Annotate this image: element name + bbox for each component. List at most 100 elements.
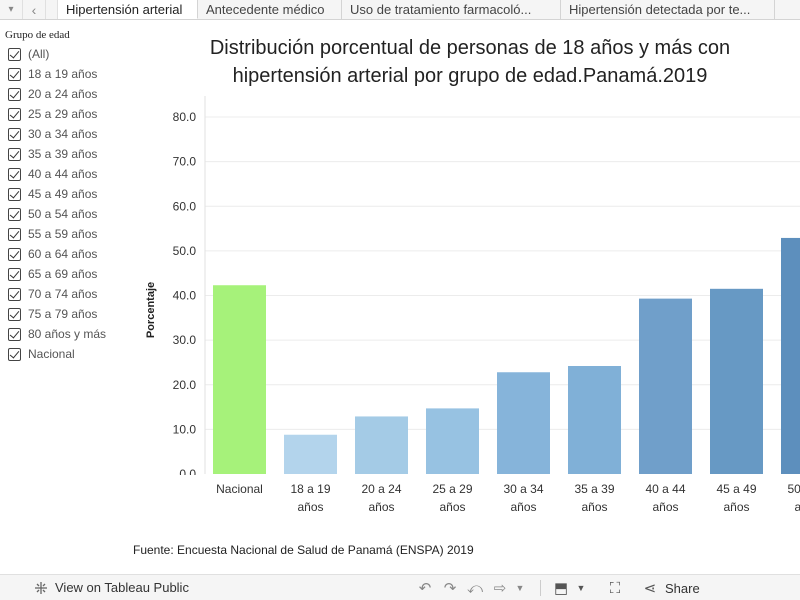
y-tick-label: 50.0 [173,244,197,258]
filter-option[interactable]: 80 años y más [0,324,130,344]
view-on-tableau-label: View on Tableau Public [55,580,189,595]
filter-option-label: 55 a 59 años [28,227,98,241]
filter-list: (All) 18 a 19 años 20 a 24 años 25 a 29 año… [0,44,130,364]
y-tick-label: 80.0 [173,110,197,124]
filter-option[interactable]: 70 a 74 años [0,284,130,304]
tab-antecedente-medico[interactable]: Antecedente médico [198,0,342,19]
checkbox-checked-icon[interactable] [8,47,21,61]
checkbox-checked-icon[interactable] [8,227,21,241]
tab-hipertension-detectada[interactable]: Hipertensión detectada por te... [561,0,775,19]
filter-option[interactable]: 18 a 19 años [0,64,130,84]
filter-option-label: (All) [28,47,50,61]
download-icon[interactable]: ⬒ [553,580,569,597]
checkbox-checked-icon[interactable] [8,307,21,321]
redo-icon[interactable]: ↷ [443,580,457,597]
checkbox-checked-icon[interactable] [8,347,21,361]
checkbox-checked-icon[interactable] [8,107,21,121]
filter-option-label: 75 a 79 años [28,307,98,321]
x-tick-label: años [581,500,607,514]
filter-option[interactable]: 50 a 54 años [0,204,130,224]
bar [568,366,621,474]
y-tick-label: 70.0 [173,155,197,169]
bar [710,288,763,474]
filter-option[interactable]: 40 a 44 años [0,164,130,184]
toolbar-separator [540,580,541,596]
tab-menu-icon[interactable]: ▾ [0,0,23,19]
checkbox-checked-icon[interactable] [8,327,21,341]
share-button[interactable]: ⋖ Share [640,578,700,598]
filter-option-label: 50 a 54 años [28,207,98,221]
bar-chart: 80.070.060.050.040.030.020.010.00.0Nacio… [160,96,800,514]
filter-option-label: Nacional [28,347,75,361]
y-tick-label: 30.0 [173,333,197,347]
checkbox-checked-icon[interactable] [8,127,21,141]
x-tick-label: 18 a 19 [290,482,330,496]
checkbox-checked-icon[interactable] [8,287,21,301]
x-tick-label: 45 a 49 [716,482,756,496]
x-tick-label: años [723,500,749,514]
x-tick-label: 50 a 54 [787,482,800,496]
filter-option-label: 45 a 49 años [28,187,98,201]
filter-option[interactable]: 25 a 29 años [0,104,130,124]
age-group-filter: Grupo de edad (All) 18 a 19 años 20 a 24 a… [0,26,130,364]
bar [213,285,266,474]
filter-option[interactable]: 35 a 39 años [0,144,130,164]
filter-option[interactable]: 60 a 64 años [0,244,130,264]
checkbox-checked-icon[interactable] [8,247,21,261]
tab-hipertension-arterial[interactable]: Hipertensión arterial [58,0,198,19]
checkbox-checked-icon[interactable] [8,67,21,81]
x-tick-label: años [794,500,800,514]
filter-title: Grupo de edad [5,29,70,41]
filter-option-label: 18 a 19 años [28,67,98,81]
bar [355,416,408,474]
tick-mask [160,475,205,485]
bar [781,237,800,474]
fullscreen-icon[interactable]: ⛶ [609,579,621,597]
x-tick-label: 40 a 44 [645,482,685,496]
filter-option-label: 25 a 29 años [28,107,98,121]
checkbox-checked-icon[interactable] [8,187,21,201]
checkbox-checked-icon[interactable] [8,207,21,221]
revert-icon[interactable]: ⤺ [466,579,484,597]
x-tick-label: 20 a 24 [361,482,401,496]
filter-option[interactable]: 65 a 69 años [0,264,130,284]
chart-title: Distribución porcentual de personas de 1… [209,37,731,87]
tableau-toolbar: View on Tableau Public ↶ ↷ ⤺ ⇨ ▼ ⬒ ▼ ⛶ ⋖… [0,574,800,600]
x-tick-label: 30 a 34 [503,482,543,496]
filter-option[interactable]: (All) [0,44,130,64]
y-tick-label: 20.0 [173,378,197,392]
filter-option[interactable]: 75 a 79 años [0,304,130,324]
filter-option-label: 20 a 24 años [28,87,98,101]
tab-spacer [46,0,58,19]
view-on-tableau-link[interactable]: View on Tableau Public [0,580,189,595]
filter-option[interactable]: 45 a 49 años [0,184,130,204]
download-dropdown-icon[interactable]: ▼ [576,583,586,593]
x-tick-label: años [368,500,394,514]
checkbox-checked-icon[interactable] [8,167,21,181]
x-tick-label: años [652,500,678,514]
tab-uso-tratamiento[interactable]: Uso de tratamiento farmacoló... [342,0,561,19]
bar [426,408,479,474]
filter-option-label: 35 a 39 años [28,147,98,161]
filter-option-label: 65 a 69 años [28,267,98,281]
toolbar-actions: ↶ ↷ ⤺ ⇨ ▼ ⬒ ▼ ⛶ ⋖ Share [415,578,700,598]
y-axis-label-wrap: Porcentaje [143,282,159,338]
bar [497,372,550,474]
x-tick-label: 35 a 39 [574,482,614,496]
refresh-icon[interactable]: ⇨ [493,580,507,597]
bar [639,298,692,474]
filter-option[interactable]: 20 a 24 años [0,84,130,104]
refresh-dropdown-icon[interactable]: ▼ [515,583,525,593]
filter-option[interactable]: 55 a 59 años [0,224,130,244]
filter-option-label: 70 a 74 años [28,287,98,301]
filter-option-label: 60 a 64 años [28,247,98,261]
checkbox-checked-icon[interactable] [8,267,21,281]
tab-prev-icon[interactable]: ‹ [23,0,46,19]
filter-option[interactable]: 30 a 34 años [0,124,130,144]
filter-option[interactable]: Nacional [0,344,130,364]
x-tick-label: 25 a 29 [432,482,472,496]
checkbox-checked-icon[interactable] [8,147,21,161]
checkbox-checked-icon[interactable] [8,87,21,101]
share-icon: ⋖ [643,580,657,597]
undo-icon[interactable]: ↶ [418,580,432,597]
